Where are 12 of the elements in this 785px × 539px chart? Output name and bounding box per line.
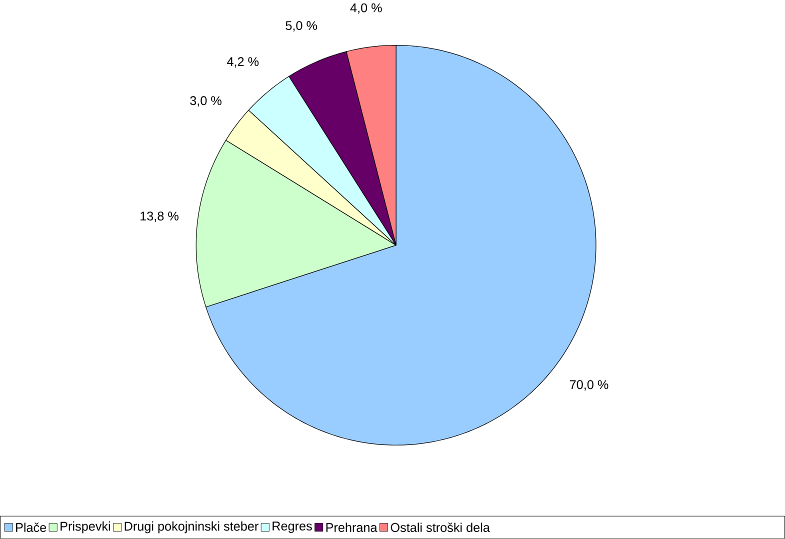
data-label: 13,8 % (140, 212, 178, 222)
data-label: 4,0 % (350, 3, 382, 14)
legend-label: Ostali stroški dela (390, 522, 490, 532)
legend-label: Prispevki (60, 522, 110, 534)
legend-label: Plače (16, 522, 46, 532)
legend-label: Regres (272, 522, 312, 534)
legend-label: Prehrana (326, 522, 378, 532)
legend-label: Drugi pokojninski steber (124, 522, 258, 534)
data-label: 4,2 % (227, 57, 259, 68)
data-label: 70,0 % (570, 380, 608, 391)
data-label: 3,0 % (190, 96, 222, 107)
data-label: 5,0 % (286, 21, 318, 32)
